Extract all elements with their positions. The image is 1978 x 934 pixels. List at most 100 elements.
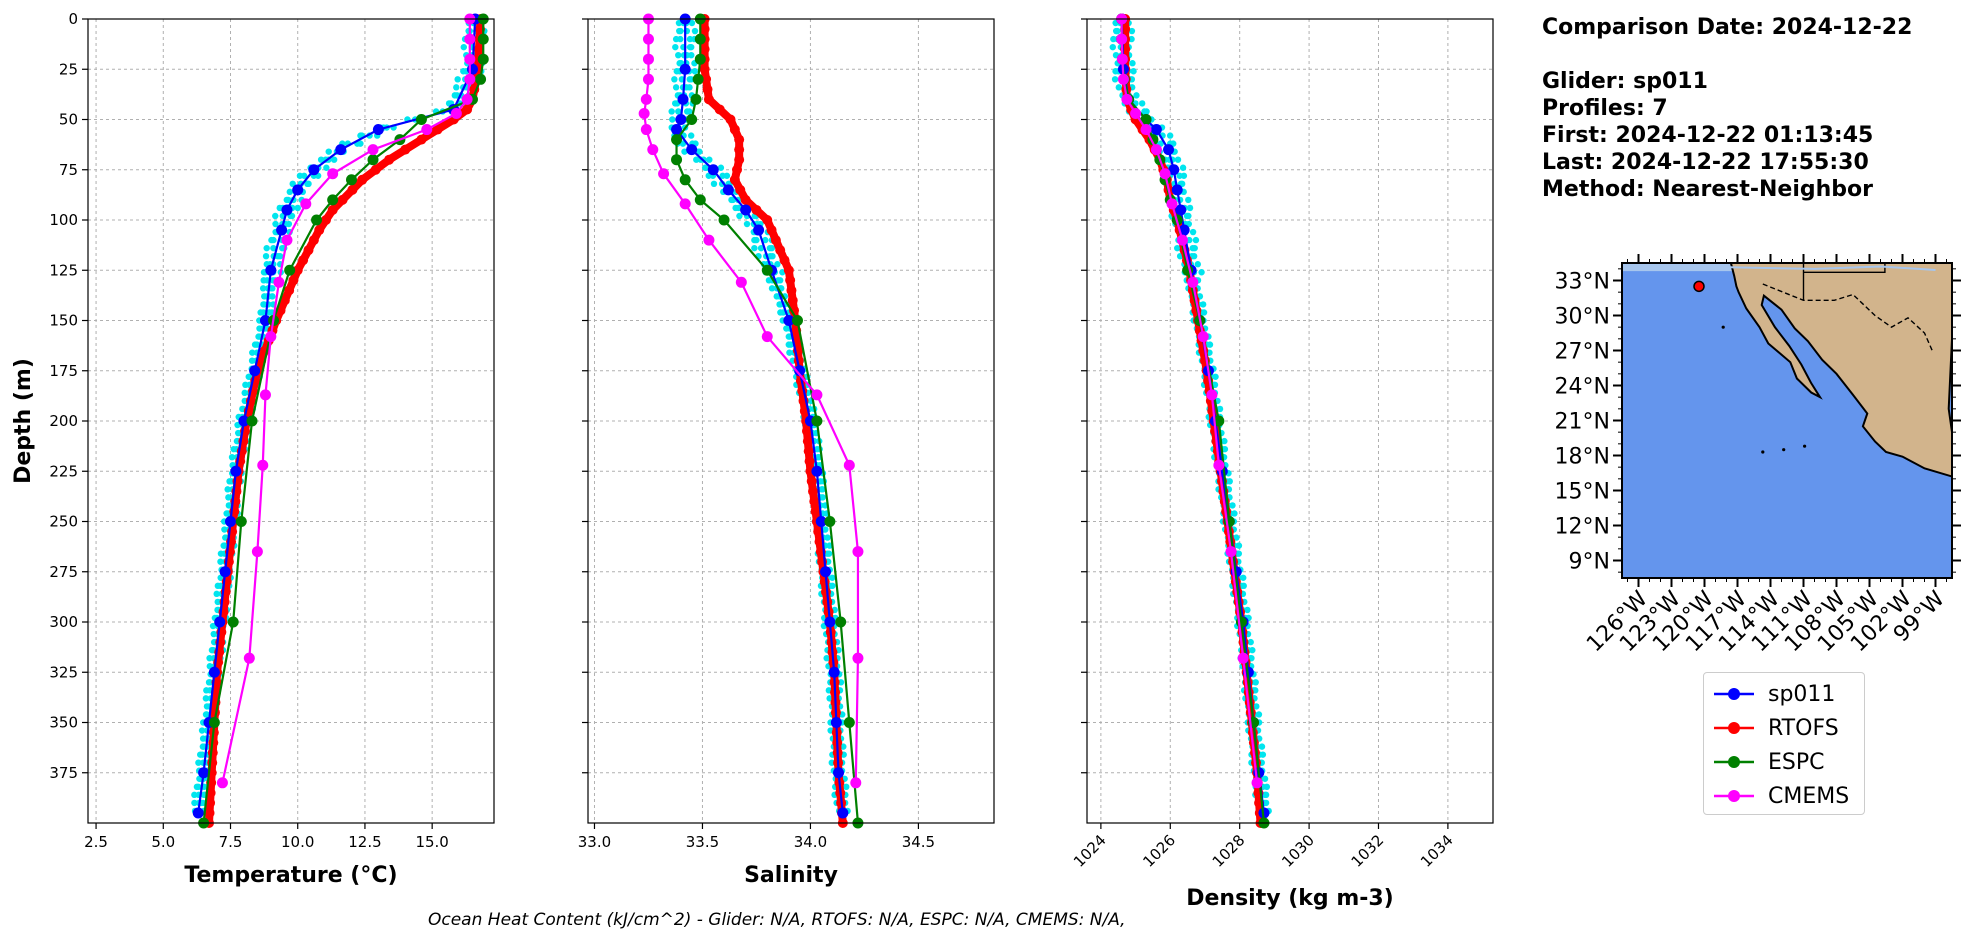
- glider-scatter-point: [1174, 244, 1181, 252]
- x-tick-label: 1032: [1348, 831, 1388, 871]
- series-point-cmems: [647, 144, 659, 156]
- series-point-rtofs: [699, 44, 710, 55]
- profile-panel-1: 0 25 50 75 100 125 150 175 200 225 250 275 300 325 350…: [11, 10, 495, 888]
- series-point-rtofs: [462, 104, 473, 115]
- series-point-sp011: [828, 666, 840, 678]
- glider-scatter-point: [1194, 261, 1201, 268]
- glider-scatter-point: [1191, 244, 1198, 252]
- series-point-cmems: [1187, 276, 1199, 288]
- series-point-espc: [477, 53, 489, 65]
- series-point-cmems: [1140, 124, 1152, 136]
- series-point-cmems: [257, 459, 269, 471]
- series-point-espc: [718, 214, 730, 226]
- series-point-rtofs: [801, 426, 812, 437]
- series-point-cmems: [1150, 144, 1162, 156]
- series-point-espc: [311, 214, 323, 226]
- comparison-date: Comparison Date: 2024-12-22: [1542, 15, 1913, 40]
- series-point-sp011: [820, 566, 832, 578]
- legend-label-sp011: sp011: [1768, 681, 1836, 707]
- map-panel: 33°N30°N27°N24°N21°N18°N15°N12°N9°N126°W…: [1555, 254, 1961, 657]
- glider-scatter-point: [843, 783, 850, 791]
- series-point-rtofs: [703, 94, 714, 105]
- series-point-sp011: [214, 616, 226, 628]
- x-tick-label: 12.5: [348, 833, 381, 851]
- series-point-espc: [761, 264, 773, 276]
- series-point-espc: [477, 33, 489, 45]
- series-point-espc: [791, 315, 803, 326]
- series-point-espc: [327, 194, 339, 206]
- series-point-rtofs: [298, 255, 309, 266]
- glider-scatter-point: [1200, 309, 1208, 316]
- series-point-cmems: [1225, 546, 1237, 558]
- series-point-rtofs: [762, 215, 773, 225]
- series-point-espc: [284, 264, 296, 276]
- glider-scatter-point: [325, 148, 332, 155]
- series-point-sp011: [675, 114, 687, 125]
- series-point-cmems: [1197, 331, 1209, 343]
- series-point-sp011: [679, 63, 691, 75]
- series-point-rtofs: [284, 285, 295, 296]
- series-point-rtofs: [303, 245, 314, 256]
- series-point-cmems: [679, 198, 691, 210]
- series-point-sp011: [783, 315, 795, 326]
- glider-scatter-point: [688, 19, 696, 27]
- last-time: Last: 2024-12-22 17:55:30: [1542, 150, 1869, 175]
- y-tick-label: 350: [49, 714, 78, 732]
- legend-item-espc: ESPC: [1712, 747, 1825, 777]
- series-point-espc: [475, 73, 487, 85]
- series-point-sp011: [219, 566, 231, 578]
- series-point-rtofs: [751, 204, 762, 215]
- lat-tick-label: 18°N: [1555, 445, 1610, 470]
- series-point-rtofs: [416, 134, 427, 145]
- glider-scatter-point: [710, 180, 718, 188]
- method: Method: Nearest-Neighbor: [1542, 177, 1873, 202]
- series-point-sp011: [372, 124, 384, 136]
- series-point-rtofs: [740, 194, 751, 205]
- x-tick-label: 15.0: [415, 833, 448, 851]
- glider-scatter-point: [330, 156, 338, 163]
- series-point-sp011: [815, 516, 827, 527]
- series-point-espc: [694, 53, 706, 65]
- glider-scatter-point: [1133, 92, 1140, 99]
- series-point-sp011: [308, 164, 320, 176]
- glider-scatter-point: [840, 743, 847, 750]
- series-point-rtofs: [734, 144, 745, 155]
- glider-scatter-point: [300, 172, 308, 179]
- series-point-espc: [246, 415, 258, 427]
- glider-scatter-point: [195, 759, 202, 766]
- series-point-cmems: [852, 546, 864, 558]
- glider-scatter-point: [757, 244, 765, 252]
- legend-marker-cmems: [1714, 790, 1754, 802]
- series-point-sp011: [335, 144, 347, 156]
- series-point-espc: [415, 114, 427, 125]
- x-tick-label: 2.5: [84, 833, 108, 851]
- glider-scatter-point: [829, 574, 836, 581]
- y-tick-label: 200: [49, 412, 78, 430]
- glider-scatter-point: [768, 244, 776, 252]
- glider-scatter-point: [228, 453, 236, 461]
- glider-scatter-point: [259, 285, 267, 292]
- glider-scatter-point: [453, 84, 460, 91]
- series-point-rtofs: [734, 134, 745, 145]
- series-point-rtofs: [808, 486, 819, 497]
- series-point-rtofs: [347, 184, 358, 195]
- x-tick-label: 1026: [1139, 831, 1179, 871]
- glider-scatter-point: [1206, 341, 1214, 348]
- series-point-sp011: [265, 264, 277, 276]
- glider-scatter-point: [819, 486, 826, 493]
- island: [1761, 450, 1765, 454]
- series-point-cmems: [1117, 73, 1129, 85]
- lat-tick-label: 9°N: [1569, 550, 1610, 575]
- x-axis-label: Temperature (°C): [184, 863, 397, 888]
- lat-tick-label: 12°N: [1555, 515, 1610, 540]
- y-tick-label: 275: [49, 563, 78, 581]
- glider-scatter-point: [1212, 373, 1219, 380]
- glider-scatter-point: [1199, 301, 1207, 308]
- glider-scatter-point: [1138, 100, 1146, 107]
- glider-scatter-point: [688, 43, 695, 51]
- glider-scatter-point: [753, 236, 760, 244]
- glider-scatter-point: [1247, 638, 1254, 646]
- series-point-sp011: [466, 63, 478, 75]
- y-tick-label: 375: [49, 764, 78, 782]
- series-point-sp011: [824, 616, 836, 628]
